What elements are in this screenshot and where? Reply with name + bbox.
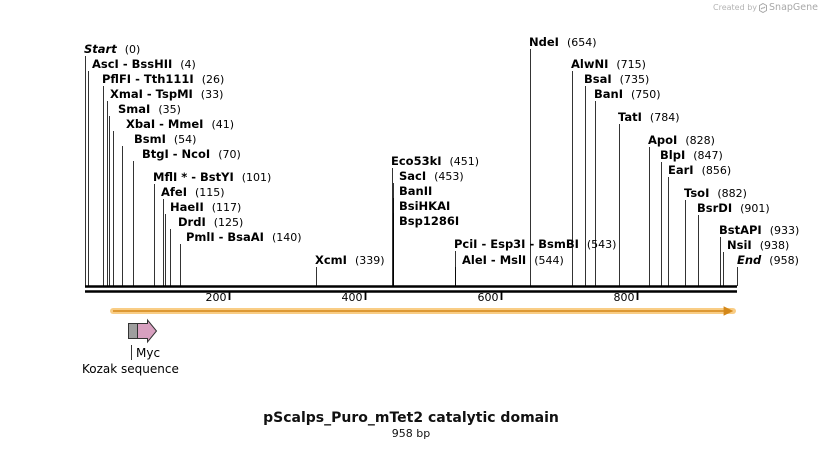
site-label: XbaI - MmeI (41): [126, 117, 234, 131]
site-label: AscI - BssHII (4): [92, 57, 196, 71]
site-label: BsaI (735): [584, 72, 649, 86]
myc-label: Myc: [136, 346, 160, 360]
site-label: Start (0): [84, 42, 140, 56]
site-label: AfeI (115): [161, 185, 225, 199]
site-label: NdeI (654): [529, 35, 597, 49]
site-label: TatI (784): [618, 110, 680, 124]
kozak-label: Kozak sequence: [82, 362, 179, 376]
watermark-prefix: Created by: [713, 3, 758, 12]
ruler-tick-label: 400: [342, 291, 363, 304]
kozak-feature[interactable]: [128, 323, 138, 339]
site-label: PciI - Esp3I - BsmBI (543): [454, 237, 616, 251]
site-label: XmaI - TspMI (33): [110, 87, 223, 101]
site-label: AleI - MslI (544): [462, 253, 564, 267]
site-leader-lines: [85, 49, 738, 286]
site-label: PflFI - Tth111I (26): [102, 72, 224, 86]
site-label: BsiHKAI: [399, 199, 450, 213]
watermark-brand: SnapGene: [769, 2, 818, 13]
site-label: End (958): [737, 253, 799, 267]
site-label: PmlI - BsaAI (140): [186, 230, 302, 244]
ruler-tick-label: 600: [478, 291, 499, 304]
dna-backbone: [85, 285, 737, 293]
site-label: Eco53kI (451): [391, 154, 479, 168]
site-label: DrdI (125): [178, 215, 243, 229]
site-label: TsoI (882): [684, 186, 747, 200]
myc-feature-arrow[interactable]: [137, 318, 158, 344]
site-label: SacI (453): [399, 169, 464, 183]
features: Myc Kozak sequence: [82, 306, 736, 376]
site-label: BstAPI (933): [719, 223, 799, 237]
ruler-tick-label: 800: [614, 291, 635, 304]
site-label: BtgI - NcoI (70): [142, 147, 241, 161]
map-title: pScalps_Puro_mTet2 catalytic domain: [263, 410, 559, 426]
site-label: MflI * - BstYI (101): [153, 170, 271, 184]
map-length: 958 bp: [391, 427, 431, 440]
site-label: BsmI (54): [134, 132, 196, 146]
site-label: EarI (856): [668, 163, 731, 177]
snapgene-watermark: Created by SnapGene: [713, 2, 818, 13]
site-label: Bsp1286I: [399, 214, 459, 228]
site-label: NsiI (938): [727, 238, 789, 252]
site-label: XcmI (339): [315, 253, 385, 267]
snapgene-logo-icon: [759, 2, 768, 13]
site-labels: Start (0)AscI - BssHII (4)PflFI - Tth111I(…: [84, 35, 799, 267]
site-label: ApoI (828): [648, 133, 715, 147]
site-label: BsrDI (901): [697, 201, 770, 215]
map-title-block: pScalps_Puro_mTet2 catalytic domain 958 …: [0, 409, 822, 441]
site-label: BanII: [399, 184, 432, 198]
ruler-ticks: 200 400 600 800: [206, 291, 639, 304]
site-label: AlwNI (715): [571, 57, 646, 71]
ruler-tick-label: 200: [206, 291, 227, 304]
site-label: BlpI (847): [660, 148, 723, 162]
site-label: HaeII (117): [170, 200, 241, 214]
site-label: BanI (750): [594, 87, 661, 101]
site-label: SmaI (35): [118, 102, 181, 116]
